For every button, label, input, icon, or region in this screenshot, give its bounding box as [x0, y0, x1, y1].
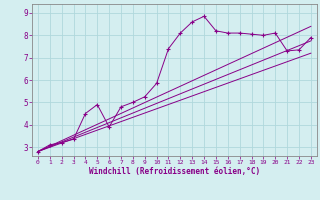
X-axis label: Windchill (Refroidissement éolien,°C): Windchill (Refroidissement éolien,°C) — [89, 167, 260, 176]
